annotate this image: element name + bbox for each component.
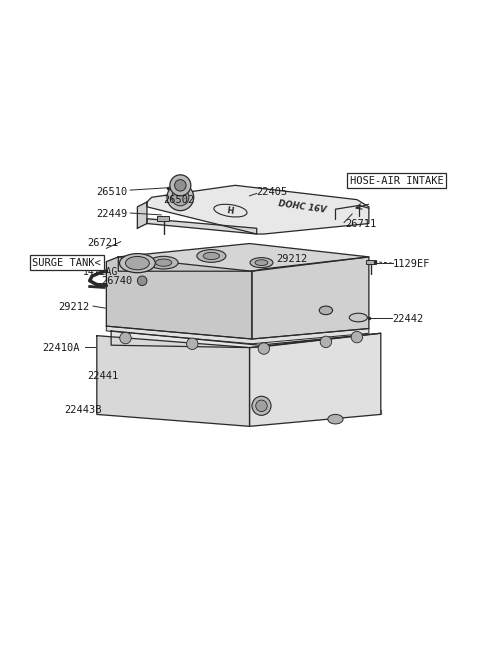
Circle shape: [258, 343, 270, 354]
Circle shape: [252, 396, 271, 415]
Ellipse shape: [120, 254, 156, 273]
Text: 22405: 22405: [257, 187, 288, 198]
Ellipse shape: [250, 258, 273, 267]
Polygon shape: [118, 244, 369, 271]
Circle shape: [175, 179, 186, 191]
Circle shape: [167, 184, 194, 211]
Text: 26711: 26711: [345, 219, 376, 229]
Ellipse shape: [125, 256, 149, 270]
Polygon shape: [250, 333, 381, 426]
Text: 26721: 26721: [87, 238, 118, 248]
Circle shape: [137, 276, 147, 286]
Text: 1129EF: 1129EF: [393, 259, 430, 269]
Text: SURGE TANK<: SURGE TANK<: [33, 258, 101, 267]
Text: 29212: 29212: [276, 254, 307, 264]
Polygon shape: [147, 219, 257, 234]
FancyBboxPatch shape: [157, 216, 169, 221]
Ellipse shape: [319, 306, 333, 315]
Text: 22410A: 22410A: [43, 342, 80, 353]
Ellipse shape: [203, 252, 219, 260]
Text: 26502: 26502: [164, 194, 195, 204]
Polygon shape: [147, 185, 369, 234]
Polygon shape: [97, 336, 250, 426]
Text: 22449: 22449: [96, 209, 128, 219]
Circle shape: [120, 332, 131, 344]
Circle shape: [320, 336, 332, 348]
Text: 22441: 22441: [87, 371, 118, 381]
Ellipse shape: [156, 259, 172, 266]
Ellipse shape: [349, 313, 367, 322]
Circle shape: [256, 400, 267, 411]
Polygon shape: [107, 257, 252, 339]
Circle shape: [351, 331, 363, 343]
Circle shape: [172, 189, 189, 206]
Text: 26740: 26740: [101, 276, 132, 286]
Polygon shape: [111, 331, 381, 348]
Ellipse shape: [197, 250, 226, 262]
Text: 26510: 26510: [96, 187, 128, 198]
Text: 22443B: 22443B: [64, 405, 102, 415]
Polygon shape: [252, 257, 369, 339]
Text: 29212: 29212: [59, 302, 90, 312]
Circle shape: [187, 338, 198, 350]
Text: 1472AG: 1472AG: [83, 267, 118, 277]
Text: H: H: [227, 206, 235, 215]
Polygon shape: [107, 326, 369, 344]
Ellipse shape: [328, 415, 343, 424]
Polygon shape: [137, 202, 147, 228]
Ellipse shape: [255, 260, 268, 265]
FancyBboxPatch shape: [366, 260, 376, 263]
Text: DOHC 16V: DOHC 16V: [278, 199, 327, 215]
Text: HOSE-AIR INTAKE: HOSE-AIR INTAKE: [350, 175, 444, 185]
Text: 22442: 22442: [393, 314, 424, 324]
Circle shape: [170, 175, 191, 196]
Ellipse shape: [149, 256, 178, 269]
